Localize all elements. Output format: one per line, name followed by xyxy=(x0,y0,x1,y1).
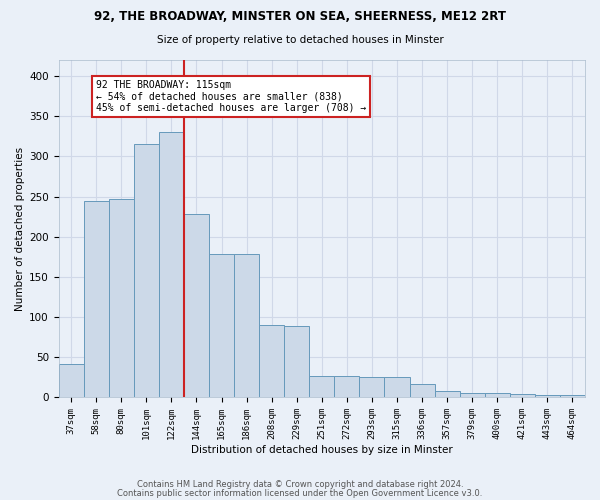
X-axis label: Distribution of detached houses by size in Minster: Distribution of detached houses by size … xyxy=(191,445,452,455)
Bar xyxy=(485,394,510,398)
Bar xyxy=(159,132,184,398)
Bar xyxy=(234,254,259,398)
Bar xyxy=(209,254,234,398)
Bar xyxy=(284,326,309,398)
Bar xyxy=(535,395,560,398)
Bar xyxy=(84,200,109,398)
Bar xyxy=(359,376,385,398)
Bar xyxy=(184,214,209,398)
Bar xyxy=(59,364,84,398)
Bar xyxy=(259,325,284,398)
Bar xyxy=(134,144,159,398)
Bar xyxy=(334,376,359,398)
Bar xyxy=(385,378,410,398)
Y-axis label: Number of detached properties: Number of detached properties xyxy=(15,146,25,311)
Bar xyxy=(109,199,134,398)
Bar xyxy=(410,384,434,398)
Text: 92, THE BROADWAY, MINSTER ON SEA, SHEERNESS, ME12 2RT: 92, THE BROADWAY, MINSTER ON SEA, SHEERN… xyxy=(94,10,506,23)
Bar xyxy=(460,394,485,398)
Text: Contains HM Land Registry data © Crown copyright and database right 2024.: Contains HM Land Registry data © Crown c… xyxy=(137,480,463,489)
Text: Size of property relative to detached houses in Minster: Size of property relative to detached ho… xyxy=(157,35,443,45)
Bar xyxy=(510,394,535,398)
Bar xyxy=(309,376,334,398)
Bar xyxy=(560,395,585,398)
Bar xyxy=(434,391,460,398)
Text: 92 THE BROADWAY: 115sqm
← 54% of detached houses are smaller (838)
45% of semi-d: 92 THE BROADWAY: 115sqm ← 54% of detache… xyxy=(96,80,367,114)
Text: Contains public sector information licensed under the Open Government Licence v3: Contains public sector information licen… xyxy=(118,488,482,498)
